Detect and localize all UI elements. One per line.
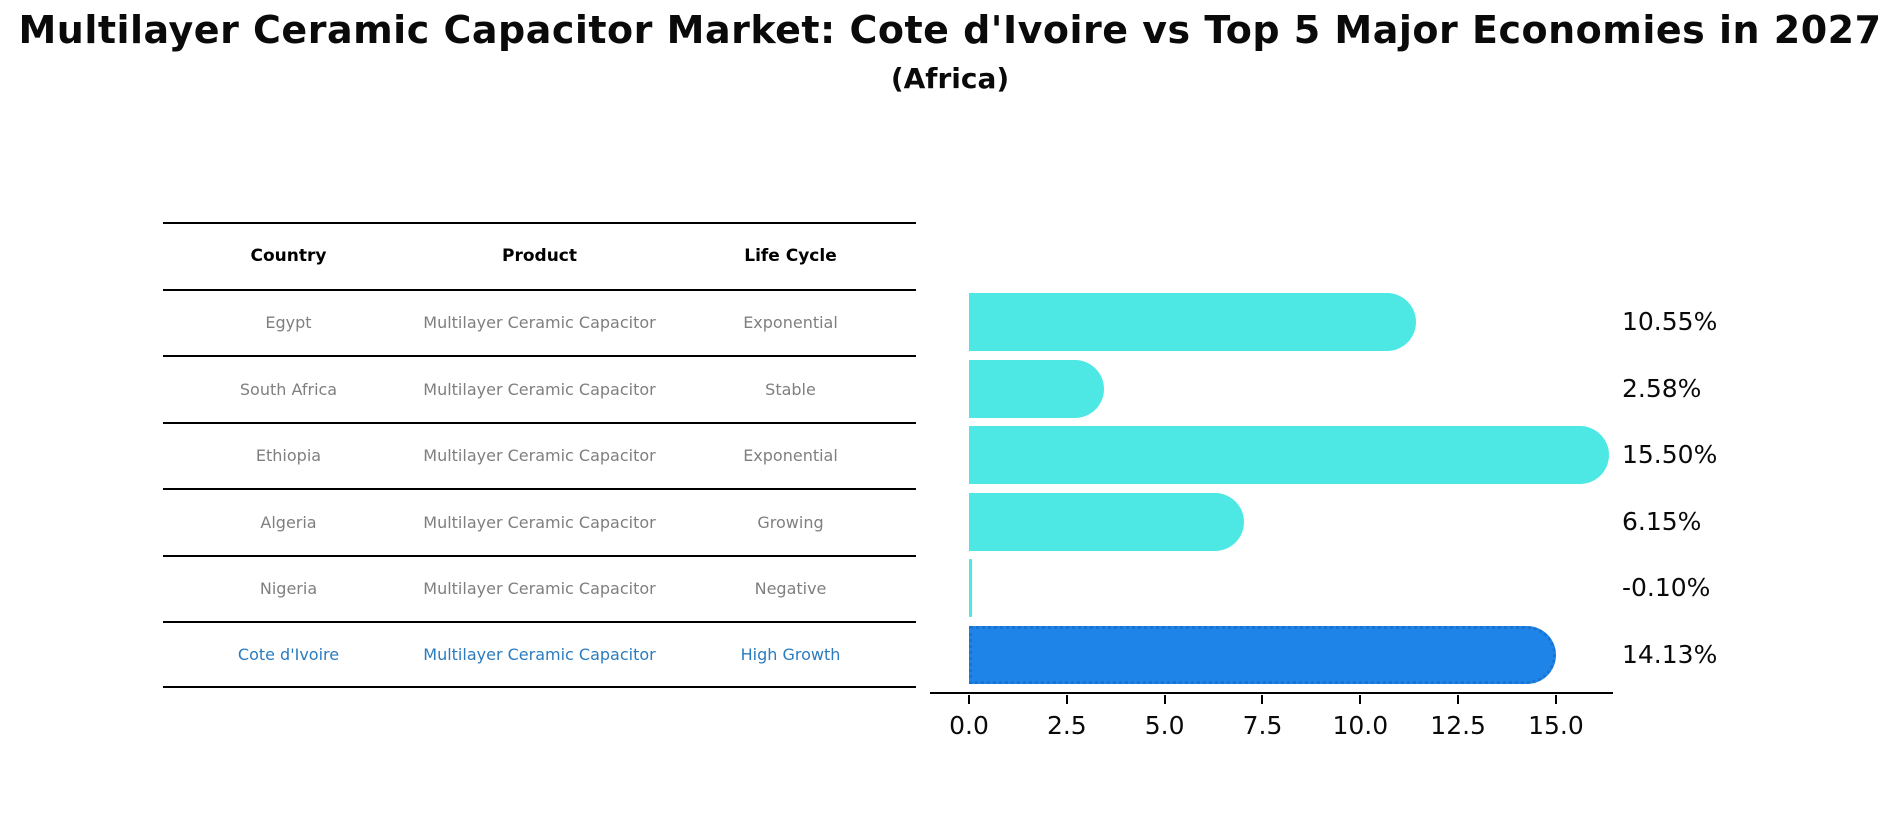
- table-row-algeria: Algeria Multilayer Ceramic Capacitor Growi…: [163, 488, 916, 555]
- x-tick-mark-10.0: [1359, 695, 1362, 704]
- cell-product: Multilayer Ceramic Capacitor: [423, 512, 656, 532]
- value-label-nigeria: -0.10%: [1622, 573, 1711, 602]
- table-row-ethiopia: Ethiopia Multilayer Ceramic Capacitor Expo…: [163, 421, 916, 489]
- x-tick-label-2.5: 2.5: [1046, 711, 1087, 740]
- table-row-south-africa: South Africa Multilayer Ceramic Capacitor…: [163, 355, 916, 422]
- x-tick-mark-15.0: [1554, 695, 1557, 704]
- cell-product: Multilayer Ceramic Capacitor: [423, 446, 656, 466]
- value-label-south-africa: 2.58%: [1622, 373, 1702, 403]
- cell-country: Cote d'Ivoire: [237, 644, 340, 664]
- cell-life-cycle: Stable: [765, 379, 816, 399]
- x-axis-line: [930, 692, 1613, 694]
- x-tick-label-10.0: 10.0: [1332, 711, 1389, 740]
- x-tick-label-5.0: 5.0: [1144, 711, 1185, 740]
- cell-life-cycle: Exponential: [743, 446, 838, 466]
- cell-product: Multilayer Ceramic Capacitor: [423, 644, 656, 664]
- cell-life-cycle: High Growth: [740, 644, 841, 664]
- x-tick-mark-7.5: [1261, 695, 1264, 704]
- cell-life-cycle: Exponential: [743, 313, 838, 333]
- column-header-life-cycle: Life Cycle: [744, 246, 837, 267]
- bar-algeria: [969, 492, 1244, 551]
- cell-country: Ethiopia: [255, 446, 322, 466]
- chart-subtitle: (Africa): [890, 62, 1010, 95]
- x-tick-label-15.0: 15.0: [1528, 711, 1584, 740]
- table-header-row: Country Product Life Cycle: [163, 222, 916, 289]
- x-tick-label-0.0: 0.0: [949, 711, 989, 740]
- bar-south-africa: [969, 359, 1104, 418]
- chart-title: Multilayer Ceramic Capacitor Market: Cot…: [18, 8, 1882, 52]
- column-header-product: Product: [502, 246, 577, 267]
- value-label-cote-d-ivoire: 14.13%: [1622, 639, 1718, 669]
- x-tick-mark-0.0: [968, 695, 970, 704]
- cell-country: Algeria: [260, 512, 317, 532]
- value-label-ethiopia: 15.50%: [1622, 440, 1718, 469]
- cell-product: Multilayer Ceramic Capacitor: [423, 313, 656, 333]
- cell-product: Multilayer Ceramic Capacitor: [423, 579, 656, 599]
- value-label-egypt: 10.55%: [1622, 307, 1718, 336]
- cell-country: Egypt: [265, 313, 312, 333]
- cell-life-cycle: Negative: [754, 579, 827, 599]
- x-tick-mark-12.5: [1457, 695, 1460, 704]
- x-tick-mark-2.5: [1065, 695, 1068, 704]
- x-tick-label-7.5: 7.5: [1242, 711, 1283, 740]
- country-table: Country Product Life Cycle Egypt Multilayer …: [163, 222, 916, 688]
- cell-country: Nigeria: [259, 579, 318, 599]
- column-header-country: Country: [250, 246, 327, 267]
- table-row-egypt: Egypt Multilayer Ceramic Capacitor Exponen…: [163, 288, 916, 356]
- bar-ethiopia: [969, 426, 1610, 484]
- bar-egypt: [969, 293, 1416, 351]
- bar-cote-d-ivoire: [969, 625, 1556, 684]
- cell-life-cycle: Growing: [757, 512, 824, 532]
- cell-product: Multilayer Ceramic Capacitor: [423, 379, 656, 399]
- cell-country: South Africa: [239, 379, 338, 399]
- table-row-nigeria: Nigeria Multilayer Ceramic Capacitor Negat…: [163, 554, 916, 622]
- value-label-algeria: 6.15%: [1622, 506, 1702, 536]
- table-row-cote-d-ivoire: Cote d'Ivoire Multilayer Ceramic Capacito…: [163, 621, 916, 688]
- bar-nigeria: [969, 559, 972, 617]
- x-tick-label-12.5: 12.5: [1430, 711, 1486, 740]
- x-tick-mark-5.0: [1163, 695, 1166, 704]
